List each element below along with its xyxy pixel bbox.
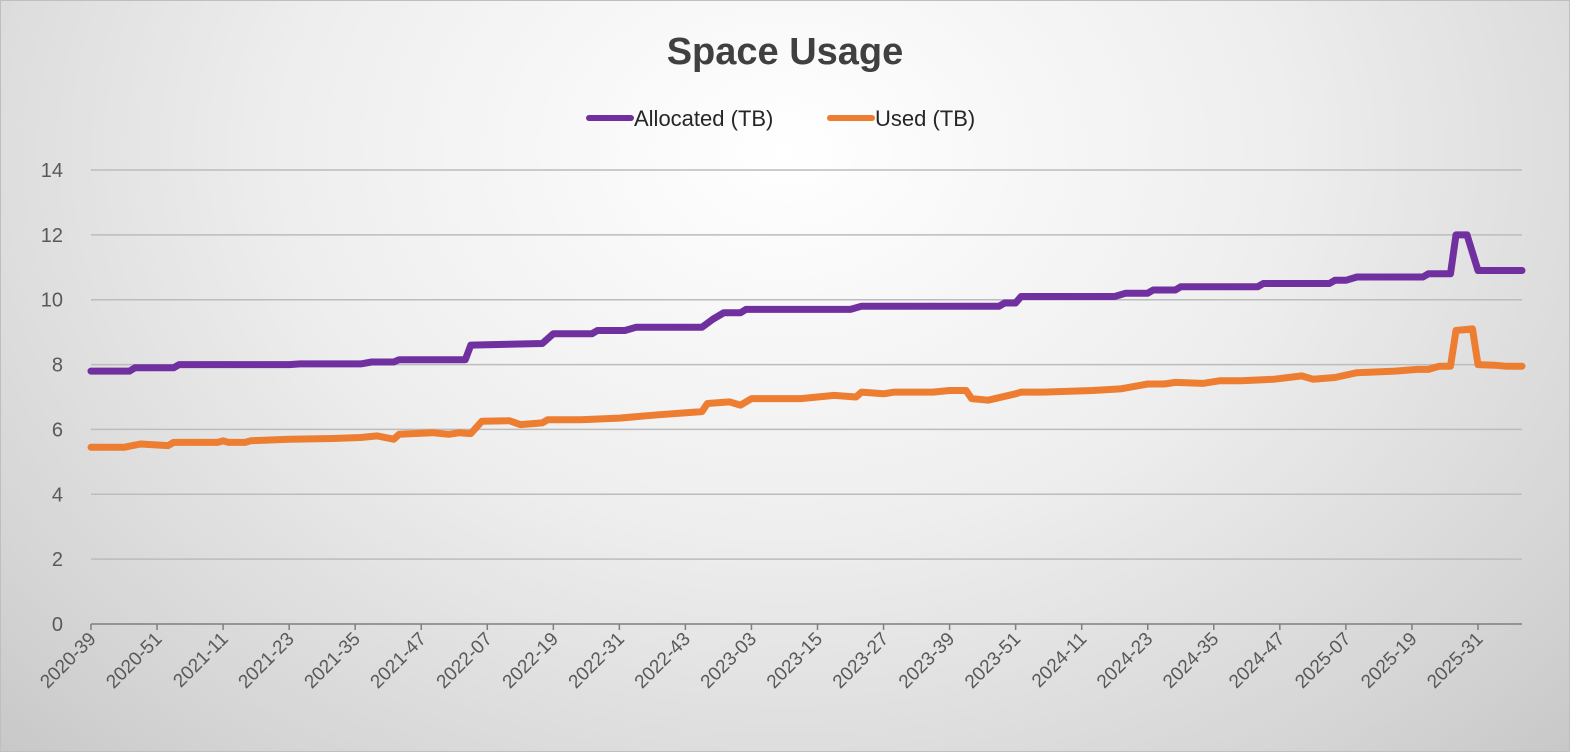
x-tick-label: 2025-31 xyxy=(1423,629,1487,693)
y-tick-label: 14 xyxy=(41,160,63,182)
x-tick-label: 2024-23 xyxy=(1093,629,1157,693)
x-tick-label: 2021-11 xyxy=(169,629,232,692)
x-tick-label: 2024-47 xyxy=(1225,629,1289,693)
x-axis: 2020-39 2020-51 2021-11 2021-23 2021-35 2021-… xyxy=(36,623,1522,693)
y-tick-label: 4 xyxy=(52,484,63,506)
chart-title: Space Usage xyxy=(667,31,904,73)
x-tick-label: 2021-47 xyxy=(367,629,431,693)
x-tick-label: 2023-27 xyxy=(829,629,893,693)
x-tick-label: 2024-11 xyxy=(1028,629,1091,692)
y-tick-label: 12 xyxy=(41,225,63,247)
x-tick-label: 2025-19 xyxy=(1357,629,1421,693)
x-tick-label: 2022-31 xyxy=(565,629,629,693)
legend-label-used: Used (TB) xyxy=(875,106,975,131)
x-tick-label: 2022-43 xyxy=(631,629,695,693)
legend-label-allocated: Allocated (TB) xyxy=(634,106,773,131)
x-tick-label: 2025-07 xyxy=(1291,629,1355,693)
x-tick-label: 2020-39 xyxy=(36,629,100,693)
x-tick-label: 2024-35 xyxy=(1159,629,1223,693)
y-tick-label: 8 xyxy=(52,355,63,377)
y-tick-label: 10 xyxy=(41,290,63,312)
y-tick-label: 6 xyxy=(52,419,63,441)
x-tick-label: 2022-19 xyxy=(499,629,563,693)
legend: Allocated (TB) Used (TB) xyxy=(586,106,975,131)
x-tick-label: 2021-35 xyxy=(301,629,365,693)
series-line-used xyxy=(87,325,1526,451)
x-tick-label: 2023-03 xyxy=(697,629,761,693)
x-tick-label: 2023-15 xyxy=(763,629,827,693)
x-tick-label: 2021-23 xyxy=(235,629,299,693)
series-lines xyxy=(87,231,1526,451)
y-axis: 0 2 4 6 8 10 12 14 xyxy=(41,160,63,636)
series-line-allocated xyxy=(87,231,1526,375)
y-tick-label: 2 xyxy=(52,549,63,571)
x-tick-label: 2023-39 xyxy=(895,629,959,693)
x-tick-label: 2023-51 xyxy=(961,629,1025,693)
x-tick-label: 2020-51 xyxy=(102,629,166,693)
x-tick-label: 2022-07 xyxy=(433,629,497,693)
y-tick-label: 0 xyxy=(52,614,63,636)
